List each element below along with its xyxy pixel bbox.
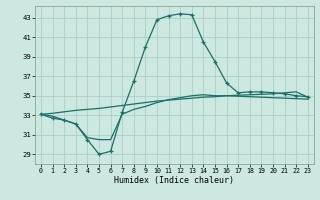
X-axis label: Humidex (Indice chaleur): Humidex (Indice chaleur) — [115, 176, 235, 185]
